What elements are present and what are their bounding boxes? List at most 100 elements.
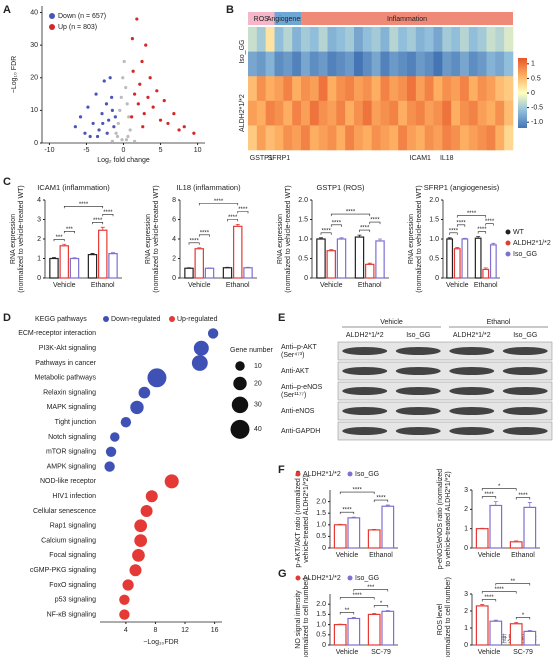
significance-label: ****: [449, 228, 459, 234]
significance-bracket: [320, 232, 332, 235]
y-tick-label: 1.5: [429, 216, 439, 223]
legend-label: ALDH2*1/*2: [303, 575, 341, 582]
bar: [475, 605, 489, 646]
cell: [451, 27, 461, 52]
x-tick-label: -5: [83, 147, 89, 154]
point: [130, 37, 134, 41]
legend-marker: [103, 316, 109, 322]
cell: [451, 76, 461, 102]
point: [102, 79, 106, 83]
significance-bracket: [330, 213, 371, 217]
cell: [389, 51, 399, 77]
significance-bracket: [339, 612, 355, 615]
error-bar: [378, 238, 383, 241]
x-tick-label: Vehicle: [478, 552, 501, 559]
cell: [495, 100, 505, 126]
band: [342, 427, 388, 435]
point: [78, 115, 83, 119]
cell: [309, 51, 319, 77]
y-axis-label: (normalized to cell number): [445, 577, 452, 657]
lane-label: ALDH2*1/*2: [453, 332, 491, 339]
cell: [460, 51, 470, 77]
significance-label: *: [522, 613, 525, 619]
y-tick-label: 2: [464, 608, 468, 615]
significance-bracket: [227, 219, 239, 222]
y-tick-label: 0: [435, 275, 439, 282]
significance-label: ****: [200, 230, 210, 236]
bar: [482, 268, 490, 279]
cell: [486, 125, 496, 151]
cell: [354, 27, 364, 52]
lane-label: Iso_GG: [406, 332, 430, 339]
error-bar: [480, 604, 485, 606]
band: [449, 347, 495, 355]
y-tick-label: 0.5: [316, 533, 326, 540]
legend-label: Iso_GG: [355, 471, 379, 478]
point: [127, 115, 131, 119]
bar: [49, 257, 59, 279]
bar: [347, 517, 361, 549]
dot: [120, 417, 132, 428]
point: [177, 128, 181, 132]
point: [120, 138, 124, 142]
cell: [407, 76, 417, 102]
band: [502, 407, 548, 415]
cell: [248, 100, 258, 126]
y-tick-label: 0: [322, 642, 326, 649]
cell: [318, 51, 328, 77]
bar: [453, 248, 461, 279]
significance-label: ****: [189, 238, 199, 244]
cell: [433, 125, 443, 151]
cell: [486, 76, 496, 102]
cell: [318, 125, 328, 151]
cell: [345, 27, 355, 52]
significance-label: **: [345, 608, 350, 614]
bar: [367, 529, 381, 549]
band: [502, 367, 548, 375]
point: [192, 131, 196, 135]
legend-label: Up (n = 803): [58, 24, 97, 31]
error-bar: [351, 617, 356, 619]
error-bar: [514, 621, 519, 624]
significance-bracket: [188, 242, 200, 245]
bar: [316, 238, 326, 279]
point: [133, 92, 137, 96]
condition-label: Ethanol: [487, 319, 511, 326]
x-tick-label: Vehicle: [320, 282, 343, 289]
colorbar-label: 1: [531, 61, 535, 68]
column-label: SFRP1: [268, 155, 291, 162]
column-label: IL18: [440, 155, 454, 162]
x-tick-label: Vehicle: [336, 552, 359, 559]
y-axis-label: NO signal intensity: [295, 590, 302, 649]
significance-bracket: [339, 597, 375, 600]
cell: [274, 27, 284, 52]
legend-marker: [505, 229, 511, 235]
bar: [59, 245, 69, 279]
significance-bracket: [330, 224, 342, 227]
significance-label: ****: [238, 207, 248, 213]
category-label: mTOR signaling: [46, 449, 96, 456]
significance-bracket: [456, 224, 466, 227]
cell: [380, 51, 390, 77]
size-legend-marker: [231, 396, 249, 414]
row-group-label: Iso_GG: [239, 40, 246, 64]
error-bar: [493, 619, 498, 622]
bar: [69, 257, 80, 279]
category-label: HIV1 infection: [52, 493, 96, 500]
error-bar: [483, 267, 488, 270]
y-tick-label: 0: [464, 642, 468, 649]
cell: [327, 27, 337, 52]
category-label: AMPK signaling: [47, 463, 97, 470]
significance-label: ****: [495, 587, 505, 593]
band: [395, 427, 441, 435]
y-tick-label: 4: [172, 236, 176, 243]
size-legend-marker: [230, 419, 250, 439]
bar: [489, 244, 497, 279]
band: [395, 367, 441, 375]
point: [94, 92, 98, 96]
band: [342, 407, 388, 415]
cell: [424, 27, 434, 52]
cell: [345, 51, 355, 77]
cell: [292, 125, 302, 151]
dot: [147, 368, 167, 388]
